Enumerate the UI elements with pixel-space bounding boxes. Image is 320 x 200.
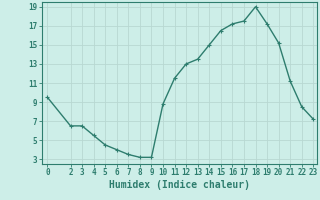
X-axis label: Humidex (Indice chaleur): Humidex (Indice chaleur) [109,180,250,190]
